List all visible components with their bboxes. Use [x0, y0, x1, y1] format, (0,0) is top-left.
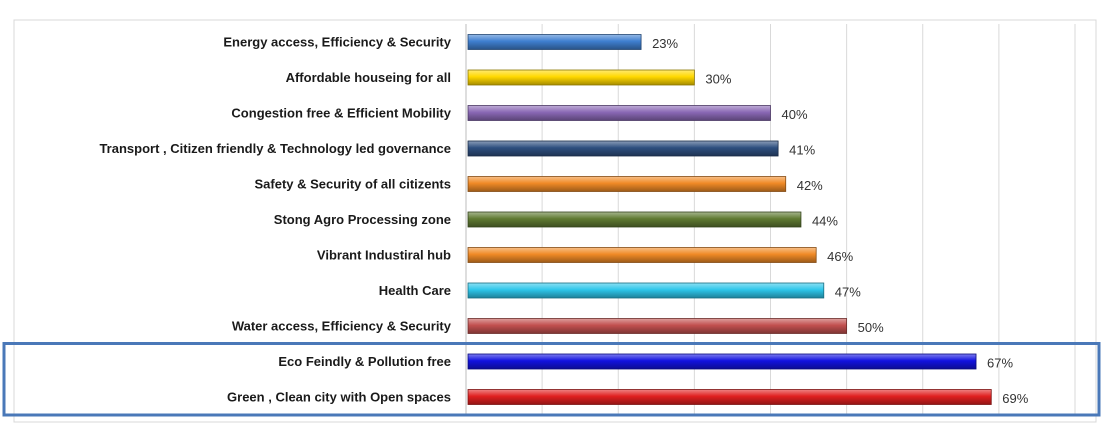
- bars: [467, 34, 992, 405]
- bar: [467, 69, 695, 86]
- bar: [467, 282, 825, 299]
- value-label: 41%: [789, 143, 815, 158]
- value-label: 69%: [1002, 391, 1028, 406]
- category-label: Stong Agro Processing zone: [274, 212, 451, 227]
- bar: [467, 211, 802, 228]
- bar: [467, 353, 977, 370]
- highlight-box: [2, 342, 1101, 417]
- category-label: Affordable houseing for all: [286, 70, 451, 85]
- bar: [467, 318, 848, 334]
- category-label: Green , Clean city with Open spaces: [227, 390, 451, 405]
- bar: [467, 176, 787, 192]
- value-label: 46%: [827, 249, 853, 264]
- value-labels: 23% 30% 40% 41% 42% 44% 46% 47% 50% 67% 69%: [652, 36, 1029, 406]
- bar: [467, 389, 992, 405]
- category-label: Transport , Citizen friendly & Technolog…: [99, 141, 451, 156]
- category-label: Energy access, Efficiency & Security: [223, 35, 451, 50]
- gridlines: [465, 24, 1076, 414]
- bar: [467, 140, 779, 157]
- category-label: Health Care: [379, 283, 451, 298]
- value-label: 44%: [812, 214, 838, 229]
- value-label: 40%: [782, 107, 808, 122]
- category-label: Vibrant Industiral hub: [317, 248, 451, 263]
- value-label: 50%: [858, 320, 884, 335]
- value-label: 67%: [987, 356, 1013, 371]
- chart-border: [13, 19, 1097, 423]
- value-label: 23%: [652, 36, 678, 51]
- category-label: Congestion free & Efficient Mobility: [231, 106, 451, 121]
- category-label: Safety & Security of all citizents: [254, 177, 451, 192]
- category-labels: Energy access, Efficiency & Security Affo…: [99, 35, 451, 405]
- value-label: 30%: [705, 72, 731, 87]
- bar: [467, 247, 817, 263]
- bar: [467, 34, 642, 50]
- value-label: 42%: [797, 178, 823, 193]
- bar: [467, 105, 771, 121]
- category-label: Water access, Efficiency & Security: [232, 319, 452, 334]
- highlight-box-group: [2, 342, 1101, 417]
- value-label: 47%: [835, 285, 861, 300]
- category-label: Eco Feindly & Pollution free: [278, 354, 451, 369]
